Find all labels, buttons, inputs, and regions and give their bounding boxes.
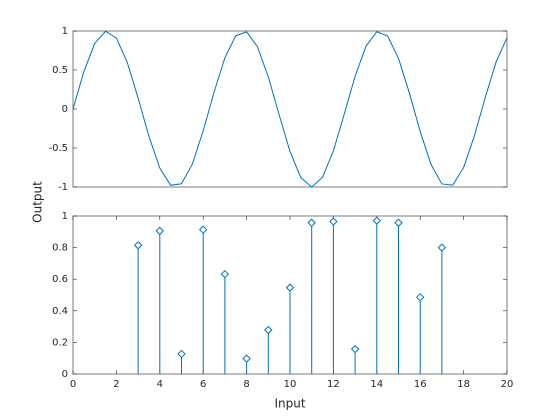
stem-marker bbox=[307, 218, 316, 227]
stem-marker bbox=[133, 241, 143, 250]
y-tick-label: 0 bbox=[62, 104, 68, 115]
x-tick-label: 4 bbox=[157, 379, 163, 390]
y-tick-label: 1 bbox=[62, 26, 68, 37]
stem-marker bbox=[285, 283, 295, 292]
y-axis-label: Output bbox=[31, 181, 45, 223]
y-tick-label: -0.5 bbox=[48, 143, 68, 154]
x-tick-label: 0 bbox=[70, 379, 76, 390]
x-tick-label: 16 bbox=[414, 379, 427, 390]
x-tick-label: 8 bbox=[243, 379, 249, 390]
y-tick-label: 0.5 bbox=[52, 65, 68, 76]
line bbox=[72, 30, 508, 188]
y-tick-label: 0.4 bbox=[52, 306, 68, 317]
axes-box bbox=[72, 30, 508, 188]
stem-marker bbox=[329, 217, 338, 226]
x-axis-label: Input bbox=[274, 397, 305, 411]
stem-marker bbox=[264, 325, 273, 335]
x-tick-label: 10 bbox=[284, 379, 297, 390]
stem-marker bbox=[372, 216, 382, 225]
x-tick-label: 2 bbox=[113, 379, 119, 390]
x-tick-label: 14 bbox=[370, 379, 383, 390]
stem-marker bbox=[242, 354, 251, 363]
stem-marker bbox=[415, 293, 425, 302]
stem-marker bbox=[220, 269, 230, 279]
x-tick-label: 12 bbox=[327, 379, 340, 390]
y-tick-label: 0.8 bbox=[52, 243, 68, 254]
stem-marker bbox=[177, 349, 186, 359]
y-tick-label: -1 bbox=[58, 182, 68, 193]
x-tick-label: 18 bbox=[457, 379, 470, 390]
stem-marker bbox=[155, 226, 165, 236]
y-tick-label: 0.2 bbox=[52, 337, 68, 348]
stem-marker bbox=[350, 344, 360, 354]
stem-marker bbox=[437, 243, 447, 252]
y-tick-label: 0 bbox=[62, 369, 68, 380]
x-tick-label: 6 bbox=[200, 379, 206, 390]
stem-marker bbox=[198, 225, 208, 234]
stem-marker bbox=[394, 218, 403, 227]
x-tick-label: 20 bbox=[501, 379, 514, 390]
y-tick-label: 0.6 bbox=[52, 274, 68, 285]
y-tick-label: 1 bbox=[62, 211, 68, 222]
